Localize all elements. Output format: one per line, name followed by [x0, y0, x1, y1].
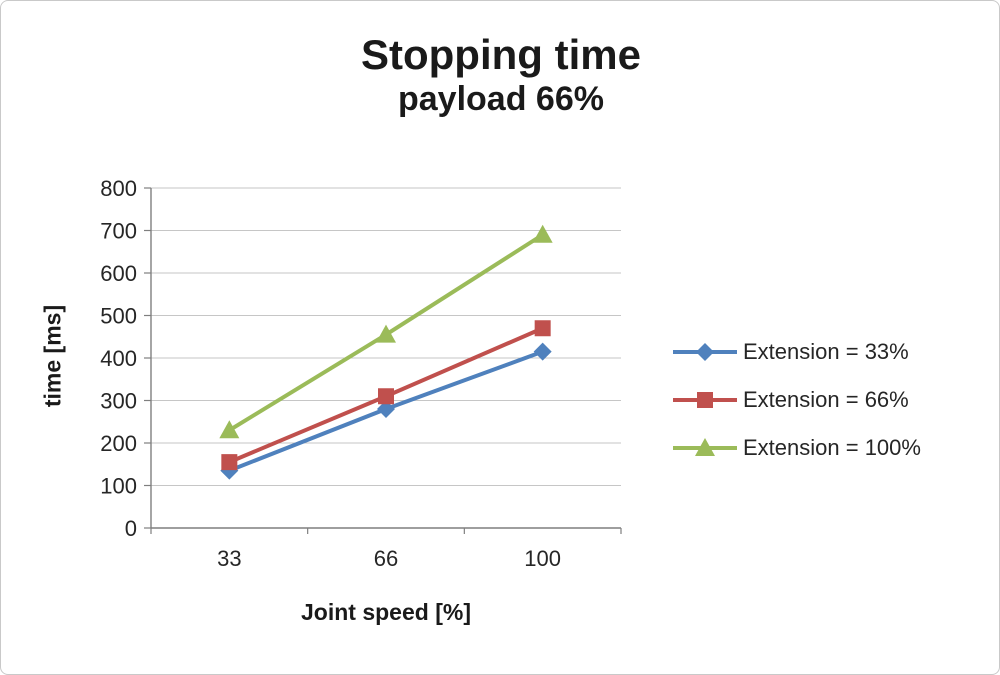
y-tick-label: 600 — [100, 261, 137, 286]
y-tick-label: 300 — [100, 389, 137, 414]
legend-label: Extension = 100% — [743, 435, 921, 460]
chart-subtitle: payload 66% — [398, 80, 604, 119]
diamond-marker-icon — [696, 343, 714, 361]
triangle-marker-icon — [532, 224, 553, 243]
triangle-marker-icon — [695, 438, 715, 456]
y-tick-label: 0 — [125, 516, 137, 541]
chart-title: Stopping time — [361, 31, 641, 78]
triangle-marker-icon — [376, 324, 396, 343]
x-tick-label: 100 — [524, 546, 561, 571]
square-marker-icon — [221, 454, 238, 471]
chart-header: Stopping time payload 66% — [1, 31, 999, 120]
legend-item: Extension = 66% — [673, 387, 921, 413]
legend-label: Extension = 66% — [743, 387, 909, 412]
legend-key-icon — [673, 343, 737, 361]
y-tick-label: 400 — [100, 346, 137, 371]
y-tick-label: 200 — [100, 431, 137, 456]
square-marker-icon — [697, 392, 713, 408]
y-axis-title: time [ms] — [39, 304, 66, 408]
legend-label: Extension = 33% — [743, 339, 909, 364]
x-tick-label: 66 — [374, 546, 398, 571]
x-tick-label: 33 — [217, 546, 241, 571]
legend-item: Extension = 100% — [673, 435, 921, 461]
y-tick-label: 500 — [100, 304, 137, 329]
diamond-marker-icon — [533, 342, 552, 361]
square-marker-icon — [378, 388, 394, 405]
legend-item: Extension = 33% — [673, 339, 921, 365]
y-tick-label: 800 — [100, 176, 137, 201]
y-tick-label: 100 — [100, 474, 137, 499]
y-tick-label: 700 — [100, 219, 137, 244]
x-axis-title: Joint speed [%] — [301, 599, 471, 625]
triangle-marker-icon — [219, 420, 240, 439]
diamond-marker-icon — [377, 400, 395, 418]
legend: Extension = 33% Extension = 66% Extension … — [673, 339, 921, 461]
legend-key-icon — [673, 392, 737, 408]
legend-key-icon — [673, 438, 737, 456]
square-marker-icon — [534, 320, 551, 337]
